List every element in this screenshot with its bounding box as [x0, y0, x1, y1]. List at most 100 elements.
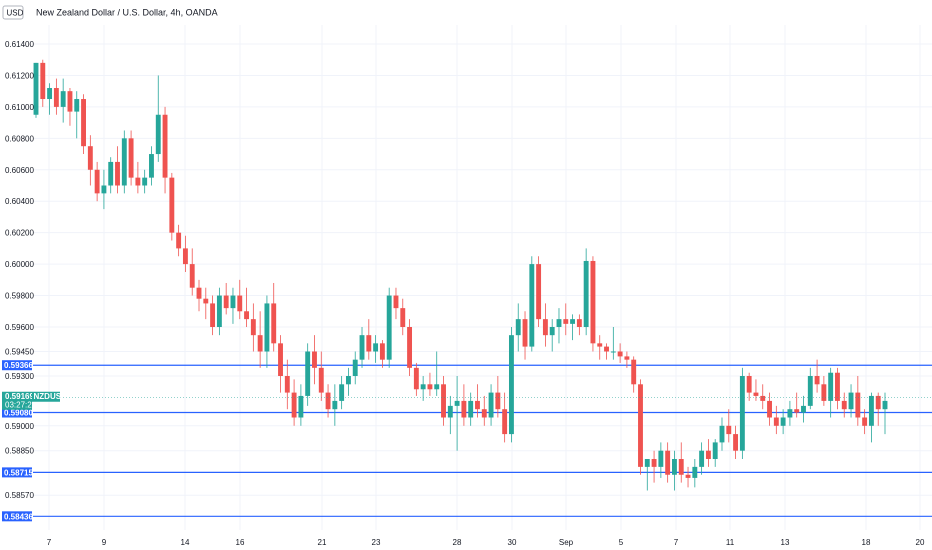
x-tick-label: 20	[916, 538, 925, 547]
level-price-tags: 0.59366 0.59080 0.58715 0.58436	[2, 360, 33, 521]
candle	[658, 442, 664, 478]
candle-body	[739, 376, 745, 451]
candle	[610, 327, 616, 360]
candle-body	[108, 161, 114, 186]
candle-body	[454, 400, 460, 406]
candle-body	[60, 91, 66, 107]
candle-body	[284, 376, 290, 393]
candle	[400, 298, 406, 336]
candle-body	[705, 450, 711, 459]
candle	[169, 172, 175, 241]
x-tick-label: 9	[102, 538, 107, 547]
candle	[665, 442, 671, 483]
candle	[413, 362, 419, 396]
y-tick-label: 0.61400	[5, 40, 34, 49]
candle	[705, 439, 711, 467]
candle-body	[651, 459, 657, 467]
candle-body	[787, 409, 793, 418]
candle	[678, 442, 684, 483]
candle-body	[94, 169, 100, 194]
candle-body	[427, 384, 433, 390]
y-tick-label: 0.60000	[5, 260, 34, 269]
candle	[597, 335, 603, 360]
candle	[468, 392, 474, 426]
candle-body	[176, 232, 182, 249]
candle	[332, 384, 338, 426]
candle	[644, 459, 650, 491]
candle	[312, 335, 317, 385]
candle	[828, 367, 834, 418]
candle	[230, 287, 236, 324]
candle-body	[352, 359, 358, 376]
candle-body	[801, 405, 806, 413]
candle	[515, 303, 521, 352]
candle	[576, 314, 582, 336]
candle	[848, 384, 854, 418]
candle	[868, 392, 874, 443]
candle-body	[441, 384, 446, 418]
candle-body	[597, 343, 603, 347]
candle-body	[325, 392, 331, 410]
candle-body	[373, 343, 379, 352]
candle-body	[345, 376, 351, 385]
candle-body	[87, 146, 93, 170]
candle-body	[135, 177, 141, 186]
level-tag	[2, 467, 32, 478]
candle-body	[841, 400, 847, 410]
candle-body	[121, 138, 127, 186]
candle-body	[726, 425, 732, 435]
chart-title: New Zealand Dollar / U.S. Dollar, 4h, OA…	[36, 8, 218, 18]
candle	[203, 287, 209, 320]
y-tick-label: 0.60800	[5, 134, 34, 143]
candle	[33, 62, 39, 118]
candle-body	[855, 392, 861, 418]
candle-body	[379, 343, 385, 360]
candle	[135, 161, 141, 194]
y-tick-label: 0.60400	[5, 197, 34, 206]
candle-body	[257, 335, 263, 352]
candle	[115, 146, 120, 194]
candle	[692, 459, 698, 488]
last-price-value: 0.59169	[5, 392, 34, 401]
time-axis-labels: 7 9 14 16 21 23 28 30 Sep 5 7 11 13 18 20	[47, 538, 925, 547]
x-tick-label: 28	[453, 538, 462, 547]
candle	[549, 319, 555, 352]
symbol-tag[interactable]	[32, 391, 60, 402]
candle	[556, 308, 562, 344]
candle-body	[631, 359, 637, 385]
candle	[855, 376, 861, 426]
candle	[60, 78, 66, 123]
candle-body	[366, 335, 372, 352]
candle	[712, 439, 718, 467]
y-tick-label: 0.61000	[5, 103, 34, 112]
candle	[624, 351, 630, 368]
candle-body	[638, 384, 643, 467]
vertical-gridlines	[48, 25, 921, 530]
candle	[121, 130, 127, 194]
candle	[366, 319, 372, 360]
x-tick-label: 30	[508, 538, 517, 547]
candle	[746, 372, 752, 401]
currency-badge[interactable]	[2, 5, 24, 20]
x-tick-label: 11	[726, 538, 735, 547]
candle-body	[617, 351, 623, 357]
candle-body	[53, 88, 59, 107]
y-tick-label: 0.60200	[5, 229, 34, 238]
candle	[481, 395, 487, 426]
last-price-tag[interactable]	[2, 391, 32, 410]
x-tick-label: 18	[862, 538, 871, 547]
candle-body	[868, 395, 874, 426]
candle	[767, 392, 772, 426]
price-axis-labels: 0.61400 0.61200 0.61000 0.60800 0.60600 0.604…	[5, 40, 34, 500]
horizontal-gridlines	[33, 43, 932, 496]
candle	[454, 376, 460, 451]
candle-body	[604, 346, 609, 352]
candle-body	[189, 264, 195, 288]
candle	[305, 343, 311, 406]
candle	[189, 248, 195, 296]
candle-body	[522, 319, 528, 347]
candle	[74, 91, 80, 139]
candle-body	[237, 295, 243, 312]
candle-body	[862, 417, 868, 426]
candle	[672, 450, 677, 491]
